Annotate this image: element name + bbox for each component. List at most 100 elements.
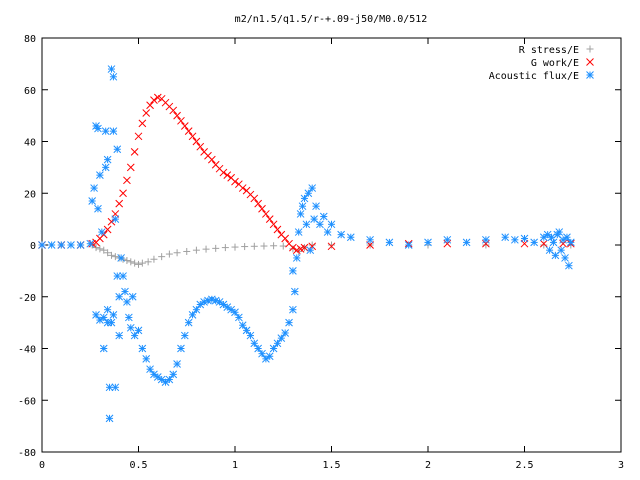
- data-point: [298, 202, 307, 211]
- x-tick-label: 2: [425, 460, 431, 471]
- data-point: [119, 272, 127, 280]
- data-point: [246, 331, 255, 340]
- data-point: [265, 352, 274, 361]
- data-point: [327, 242, 336, 251]
- data-point: [443, 239, 452, 248]
- data-point: [250, 242, 258, 250]
- data-point: [323, 228, 332, 236]
- data-point: [38, 241, 46, 249]
- data-point: [184, 318, 193, 327]
- data-point: [115, 199, 124, 208]
- data-point: [192, 305, 201, 314]
- data-point: [109, 127, 118, 136]
- data-point: [539, 239, 548, 248]
- data-point: [177, 344, 185, 353]
- data-point: [47, 241, 56, 249]
- data-point: [443, 235, 452, 244]
- data-point: [76, 241, 85, 249]
- data-point: [270, 242, 278, 250]
- legend-label: R stress/E: [519, 45, 579, 56]
- data-point: [337, 230, 346, 239]
- data-point: [306, 246, 315, 255]
- data-point: [559, 239, 567, 248]
- data-point: [126, 163, 135, 172]
- data-point: [101, 163, 110, 172]
- data-point: [92, 311, 100, 319]
- data-point: [123, 176, 131, 185]
- data-point: [192, 137, 201, 146]
- tick-labels: 0 0.5 1 1.5 2 2.5 3 -80 -60 -40 -20 0 20 40 60 80: [18, 34, 624, 471]
- series-g-work-e: [38, 93, 575, 255]
- data-point: [277, 334, 286, 343]
- data-point: [285, 318, 293, 327]
- data-point: [101, 127, 110, 136]
- data-point: [238, 184, 247, 192]
- data-point: [165, 250, 173, 258]
- data-point: [99, 344, 108, 353]
- data-point: [290, 287, 299, 296]
- y-tick-label: -20: [18, 293, 36, 304]
- data-point: [107, 251, 115, 259]
- data-point: [94, 124, 102, 133]
- series-acoustic-flux-e: [38, 65, 575, 423]
- data-point: [180, 122, 189, 130]
- data-point: [250, 194, 259, 203]
- y-tick-label: 60: [24, 86, 36, 97]
- data-point: [105, 383, 114, 392]
- data-point: [238, 321, 247, 330]
- data-point: [146, 365, 154, 374]
- x-tick-label: 0.5: [129, 460, 147, 471]
- data-point: [231, 308, 239, 317]
- data-point: [142, 354, 151, 363]
- x-tick-label: 2.5: [515, 460, 533, 471]
- data-point: [135, 260, 142, 268]
- data-point: [231, 177, 239, 186]
- series-layer: [38, 65, 575, 423]
- data-point: [269, 220, 278, 229]
- data-point: [294, 228, 303, 236]
- data-point: [158, 253, 166, 261]
- data-point: [109, 311, 118, 319]
- data-point: [111, 253, 119, 261]
- data-point: [138, 259, 146, 267]
- data-point: [530, 238, 539, 247]
- data-point: [250, 339, 259, 348]
- data-point: [312, 202, 320, 211]
- data-point: [150, 255, 158, 263]
- y-tick-label: -80: [18, 448, 36, 459]
- data-point: [113, 145, 122, 154]
- data-point: [281, 329, 290, 337]
- data-point: [103, 155, 112, 164]
- y-tick-label: 20: [24, 189, 36, 200]
- chart-title: m2/n1.5/q1.5/r-+.09-j50/M0.0/512: [235, 14, 428, 25]
- data-point: [265, 215, 274, 223]
- data-point: [296, 210, 305, 218]
- legend-label: Acoustic flux/E: [489, 71, 579, 82]
- legend-marker: [586, 58, 594, 66]
- data-point: [88, 197, 97, 205]
- x-tick-label: 0: [39, 460, 45, 471]
- data-point: [124, 313, 133, 322]
- data-point: [262, 210, 270, 218]
- data-point: [520, 234, 529, 243]
- data-point: [127, 258, 135, 266]
- data-point: [111, 215, 120, 223]
- data-point: [173, 360, 181, 368]
- legend-marker: [586, 71, 594, 79]
- data-point: [183, 247, 191, 255]
- y-tick-label: 80: [24, 34, 36, 45]
- data-point: [289, 243, 297, 252]
- y-tick-label: -40: [18, 345, 36, 356]
- data-point: [565, 261, 573, 270]
- data-point: [67, 241, 75, 249]
- data-point: [319, 212, 328, 221]
- data-point: [540, 241, 548, 249]
- data-point: [111, 383, 120, 392]
- y-tick-label: 0: [30, 241, 36, 252]
- data-point: [327, 220, 336, 229]
- data-point: [96, 245, 104, 253]
- data-point: [100, 246, 108, 254]
- data-point: [134, 132, 143, 141]
- axis-ticks: [41, 37, 622, 453]
